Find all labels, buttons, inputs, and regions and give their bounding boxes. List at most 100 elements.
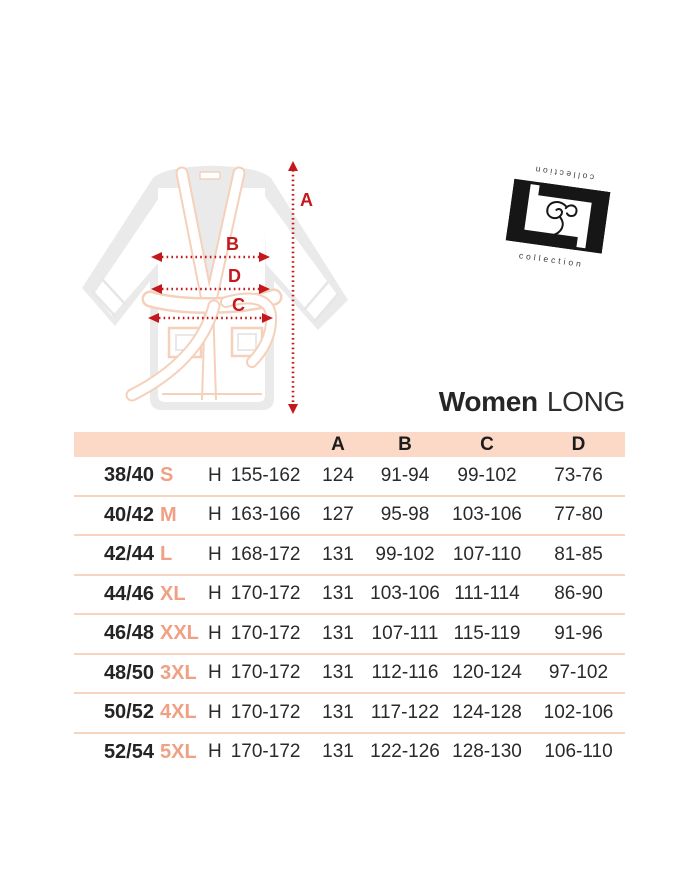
neck-tag <box>199 171 221 180</box>
size-table-row: 44/46 XL H 170-172 131 103-106 111-114 86… <box>74 576 625 615</box>
size-table-row: 40/42 M H 163-166 127 95-98 103-106 77-80 <box>74 497 625 536</box>
arrow-b-label: B <box>226 234 239 254</box>
height-value: 170-172 <box>230 662 301 684</box>
arrow-a-label: A <box>300 190 313 210</box>
measure-b: 117-122 <box>370 701 440 723</box>
height-prefix: H <box>208 543 222 565</box>
height-prefix: H <box>208 741 222 763</box>
height-range: H 170-172 <box>208 741 308 763</box>
height-prefix: H <box>208 464 222 486</box>
size-table-row: 48/50 3XL H 170-172 131 112-116 120-124 9… <box>74 655 625 694</box>
size-table: A B C D 38/40 S H 155-162 124 91-94 99-10… <box>74 432 625 771</box>
arrow-d-label: D <box>228 266 241 286</box>
size-eu: 42/44 <box>103 543 154 566</box>
header-col-b: B <box>398 434 412 455</box>
measure-d: 102-106 <box>543 701 614 723</box>
measure-d: 81-85 <box>554 543 603 565</box>
height-prefix: H <box>208 504 222 526</box>
size-letter: XL <box>160 582 186 605</box>
height-prefix: H <box>208 583 222 605</box>
size-eu: 52/54 <box>103 740 154 763</box>
size-letter: XXL <box>160 622 199 645</box>
height-range: H 170-172 <box>208 623 308 645</box>
measure-a: 131 <box>322 543 354 565</box>
size-table-row: 46/48 XXL H 170-172 131 107-111 115-119 9… <box>74 615 625 655</box>
height-range: H 155-162 <box>208 465 308 487</box>
measure-a: 131 <box>322 622 354 644</box>
height-value: 170-172 <box>230 701 301 723</box>
size-eu: 38/40 <box>103 464 154 487</box>
header-col-a: A <box>331 434 345 455</box>
height-value: 170-172 <box>230 583 301 605</box>
height-range: H 170-172 <box>208 583 308 605</box>
title-gender: Women <box>438 386 538 417</box>
header-col-d: D <box>571 434 586 455</box>
measure-c: 111-114 <box>454 583 520 605</box>
brand-monogram-icon <box>505 178 610 254</box>
size-table-body: 38/40 S H 155-162 124 91-94 99-102 73-76 … <box>74 457 625 771</box>
size-table-header: A B C D <box>74 432 625 457</box>
measure-b: 99-102 <box>375 543 435 565</box>
measure-d: 77-80 <box>554 504 603 526</box>
header-col-c: C <box>480 434 494 455</box>
size-eu: 44/46 <box>103 582 154 605</box>
measure-b: 112-116 <box>371 662 439 684</box>
measure-d: 97-102 <box>548 662 609 684</box>
page-title: Women LONG <box>438 386 626 418</box>
size-table-row: 50/52 4XL H 170-172 131 117-122 124-128 1… <box>74 694 625 734</box>
measure-d: 73-76 <box>554 464 603 486</box>
measure-b: 103-106 <box>370 583 440 605</box>
height-range: H 163-166 <box>208 504 308 526</box>
measure-d: 106-110 <box>544 741 613 763</box>
arrow-a: A <box>288 161 313 414</box>
height-range: H 170-172 <box>208 702 308 724</box>
measure-c: 107-110 <box>452 543 522 565</box>
measure-c: 115-119 <box>453 622 521 644</box>
measure-a: 131 <box>322 662 354 684</box>
size-eu: 40/42 <box>103 503 154 526</box>
measure-a: 131 <box>322 583 354 605</box>
size-eu: 50/52 <box>103 701 154 724</box>
measure-a: 131 <box>322 741 354 763</box>
size-eu: 46/48 <box>103 622 154 645</box>
measure-c: 99-102 <box>457 464 517 486</box>
size-letter: 5XL <box>160 740 197 763</box>
measure-b: 122-126 <box>370 741 440 763</box>
height-value: 168-172 <box>230 543 301 565</box>
size-eu: 48/50 <box>103 661 154 684</box>
height-range: H 168-172 <box>208 544 308 566</box>
height-value: 170-172 <box>230 741 301 763</box>
height-range: H 170-172 <box>208 662 308 684</box>
size-table-row: 38/40 S H 155-162 124 91-94 99-102 73-76 <box>74 457 625 497</box>
robe-illustration: A B D C <box>82 161 348 414</box>
measure-d: 91-96 <box>554 622 603 644</box>
size-letter: 4XL <box>160 701 197 724</box>
measure-a: 124 <box>322 464 354 486</box>
size-letter: M <box>160 503 177 526</box>
height-value: 155-162 <box>230 464 301 486</box>
measure-d: 86-90 <box>554 583 603 605</box>
brand-logo: collection collection <box>490 161 621 294</box>
measure-b: 107-111 <box>371 622 439 644</box>
size-letter: S <box>160 464 174 487</box>
height-prefix: H <box>208 622 222 644</box>
logo-swirl-icon <box>545 201 577 237</box>
measure-b: 91-94 <box>380 464 430 486</box>
size-letter: 3XL <box>160 661 197 684</box>
size-letter: L <box>160 543 173 566</box>
measure-c: 128-130 <box>452 741 522 763</box>
arrow-b: B <box>151 234 270 262</box>
arrow-d: D <box>151 266 270 294</box>
title-variant: LONG <box>546 386 625 417</box>
measure-c: 103-106 <box>452 504 522 526</box>
measure-a: 127 <box>322 504 354 526</box>
measure-a: 131 <box>322 701 354 723</box>
arrow-c-label: C <box>232 295 245 315</box>
height-value: 170-172 <box>230 622 301 644</box>
measure-c: 120-124 <box>452 662 522 684</box>
size-table-row: 52/54 5XL H 170-172 131 122-126 128-130 1… <box>74 734 625 772</box>
robe-measurement-diagram: A B D C <box>66 148 356 418</box>
arrow-c: C <box>148 295 273 323</box>
height-value: 163-166 <box>230 504 301 526</box>
size-table-row: 42/44 L H 168-172 131 99-102 107-110 81-8… <box>74 536 625 576</box>
